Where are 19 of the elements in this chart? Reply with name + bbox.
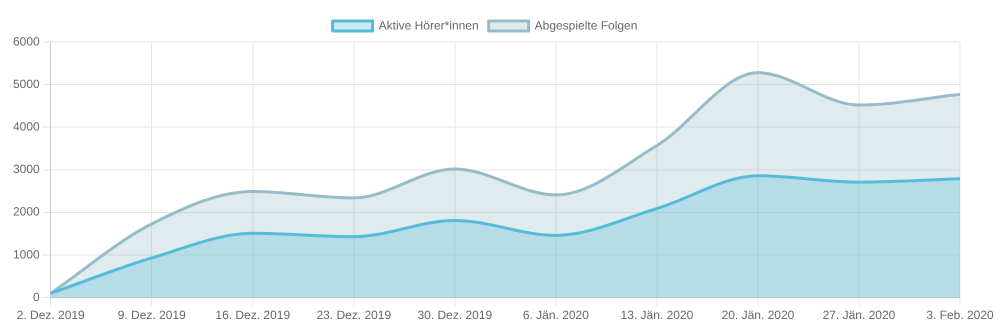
x-tick-label: 2. Dez. 2019 <box>16 308 86 322</box>
x-tick-label: 30. Dez. 2019 <box>417 308 493 322</box>
x-tick-label: 16. Dez. 2019 <box>215 308 290 322</box>
x-tick-label: 20. Jän. 2020 <box>722 308 795 322</box>
x-tick-label: 27. Jän. 2020 <box>822 308 896 322</box>
x-tick-label: 6. Jän. 2020 <box>522 308 590 322</box>
x-tick-label: 13. Jän. 2020 <box>620 308 694 322</box>
x-tick-label: 9. Dez. 2019 <box>118 308 186 322</box>
legend-label: Aktive Hörer*innen <box>378 18 479 32</box>
x-tick-label: 23. Dez. 2019 <box>316 308 392 322</box>
y-tick-label: 2000 <box>12 204 40 219</box>
y-tick-label: 1000 <box>12 247 40 262</box>
y-tick-label: 0 <box>33 290 40 304</box>
y-tick-label: 6000 <box>12 34 40 48</box>
x-tick-label: 3. Feb. 2020 <box>926 308 994 322</box>
y-tick-label: 3000 <box>12 162 40 176</box>
y-tick-label: 4000 <box>12 120 40 134</box>
legend-label: Abgespielte Folgen <box>534 18 638 32</box>
y-tick-label: 5000 <box>12 76 40 91</box>
